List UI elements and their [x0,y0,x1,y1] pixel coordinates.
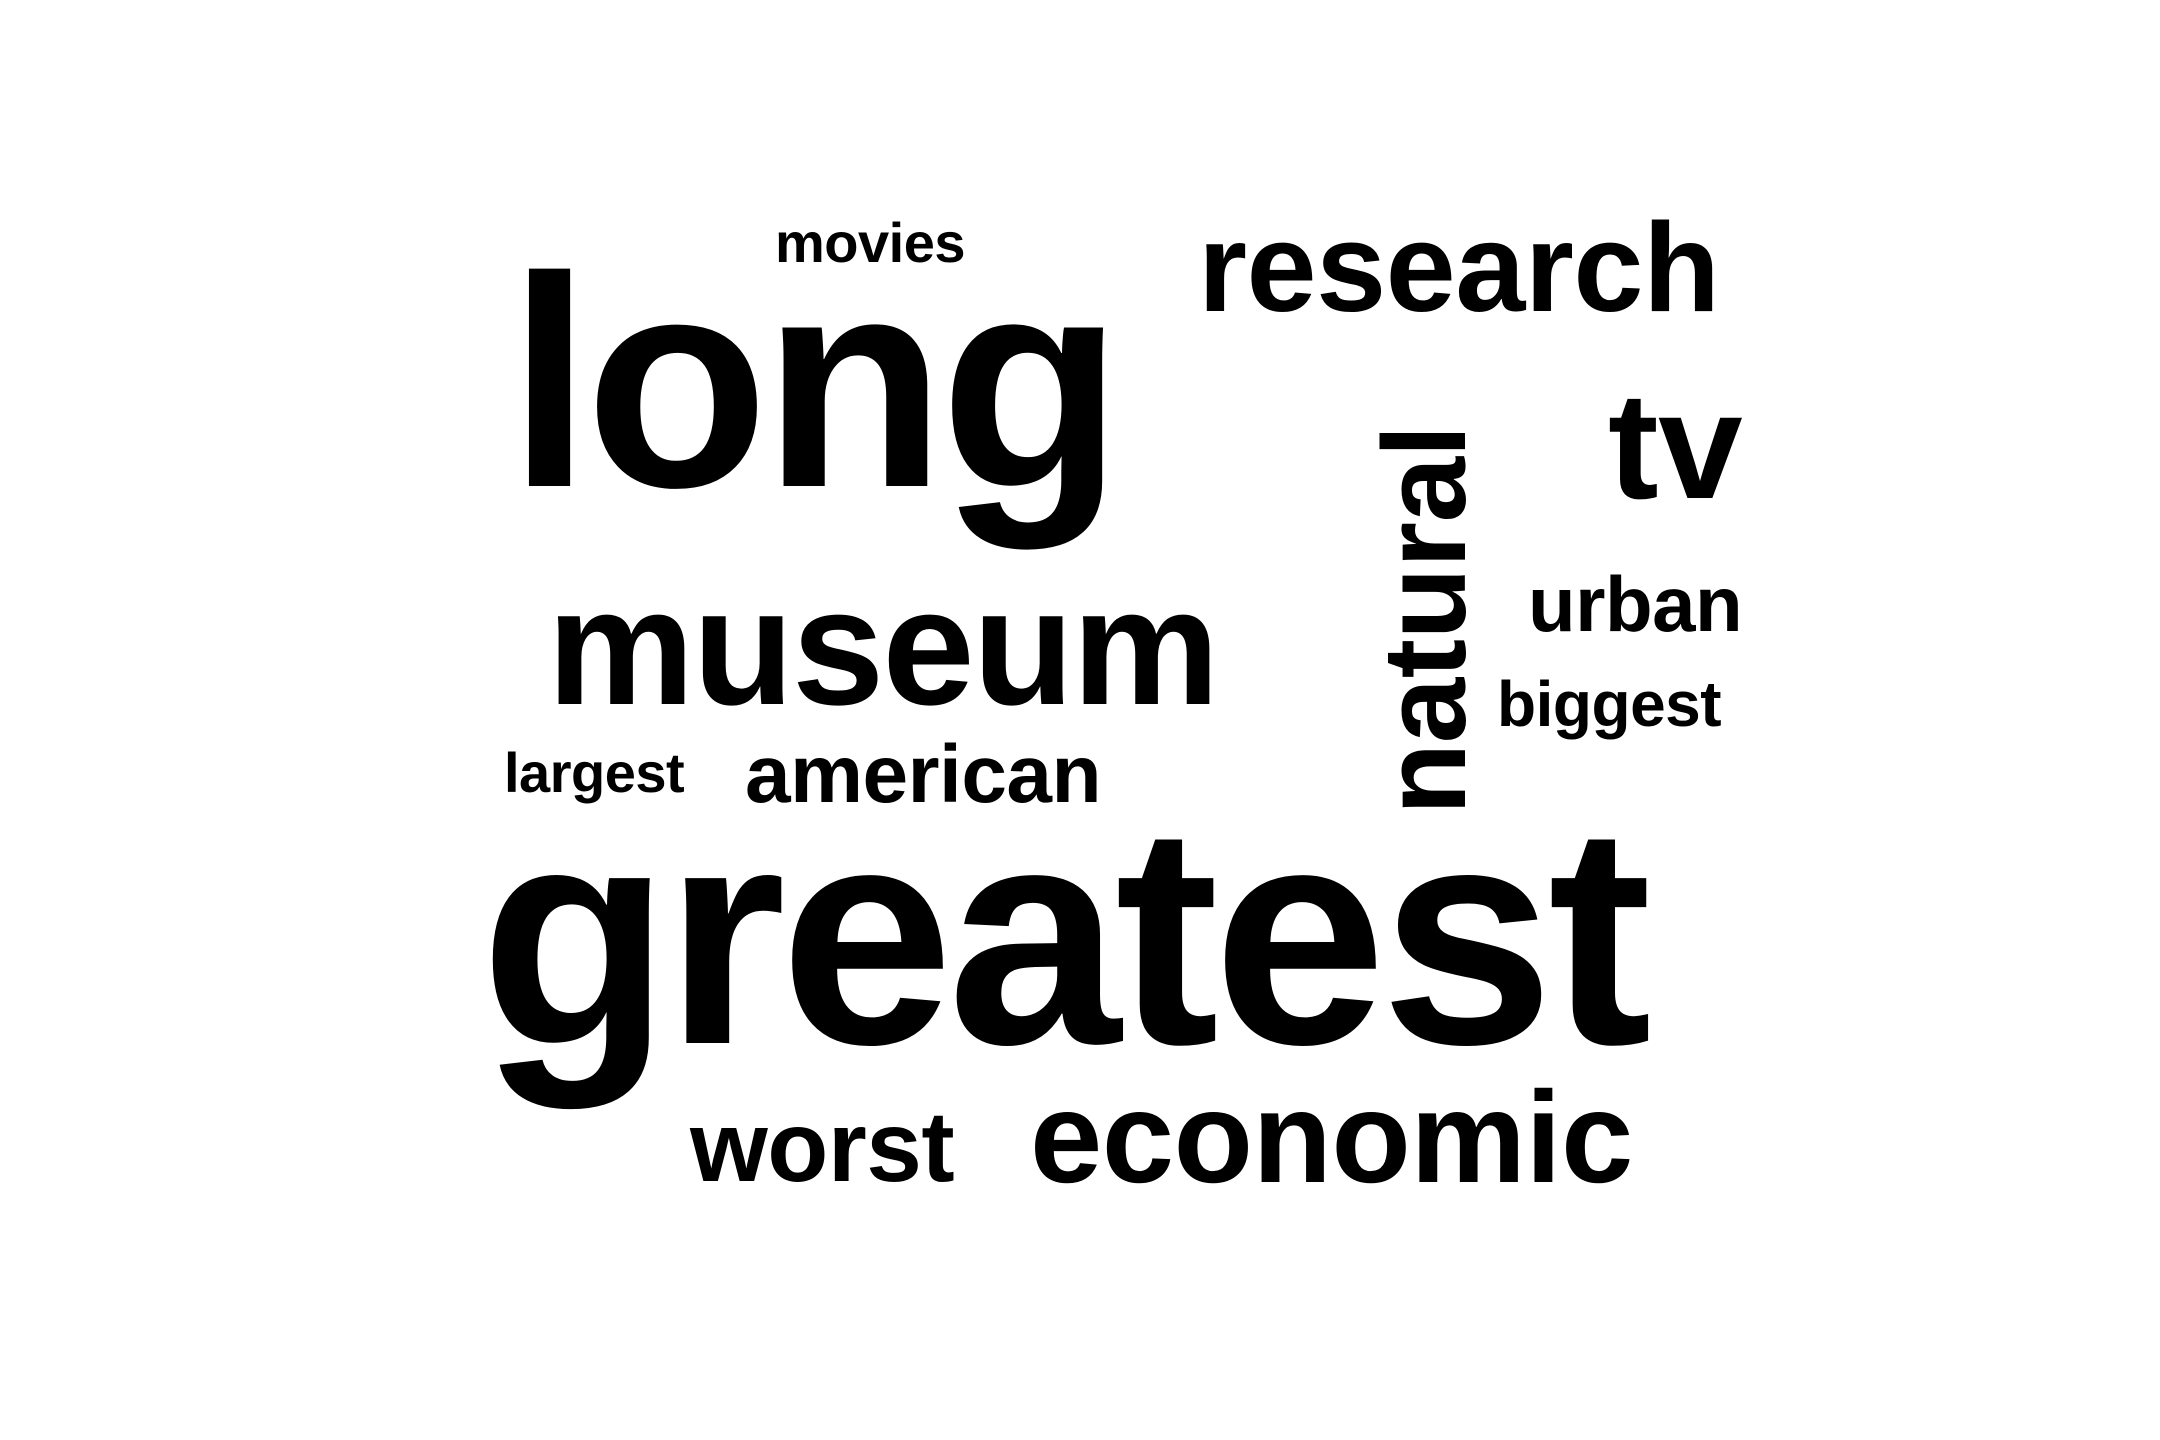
word-natural: natural [1359,425,1491,815]
word-long: long [508,214,1123,550]
word-museum: museum [547,555,1220,740]
word-largest: largest [504,741,685,804]
word-tv: tv [1608,361,1743,531]
word-movies: movies [775,211,966,274]
word-american: american [745,729,1102,820]
word-economic: economic [1030,1064,1633,1210]
word-research: research [1198,197,1720,338]
word-biggest: biggest [1497,668,1722,740]
word-urban: urban [1528,560,1743,648]
word-greatest: greatest [480,762,1652,1110]
word-worst: worst [690,1091,955,1203]
